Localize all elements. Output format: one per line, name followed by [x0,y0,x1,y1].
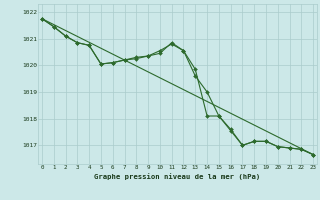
X-axis label: Graphe pression niveau de la mer (hPa): Graphe pression niveau de la mer (hPa) [94,173,261,180]
